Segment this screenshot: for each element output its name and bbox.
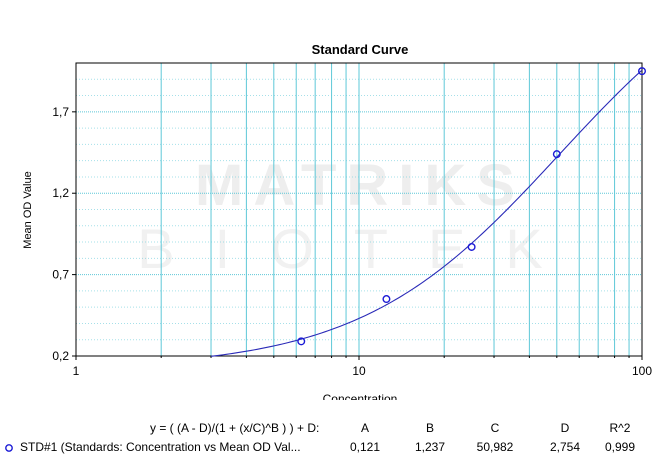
legend-row[interactable]: STD#1 (Standards: Concentration vs Mean …: [0, 440, 670, 456]
y-axis-label: Mean OD Value: [22, 171, 34, 248]
watermark: MATRIKS BIOTEK: [137, 153, 582, 280]
data-point: [382, 295, 391, 304]
legend-value-b: 1,237: [414, 440, 446, 454]
data-point: [552, 150, 561, 159]
axes: 1 10 100 0,2 0,7 1,2 1,7: [52, 105, 652, 378]
legend-header-r2: R^2: [609, 421, 631, 435]
fit-curve: [210, 69, 643, 357]
legend-header-b: B: [425, 421, 434, 435]
legend-header: y = ( (A - D)/(1 + (x/C)^B ) ) + D: A B …: [0, 421, 670, 437]
legend-series-label: STD#1 (Standards: Concentration vs Mean …: [20, 440, 301, 454]
data-points-layer: [297, 67, 647, 346]
fit-curve-layer: [210, 69, 643, 357]
watermark-line1: MATRIKS: [195, 153, 525, 218]
legend-marker-icon: [5, 444, 13, 452]
x-axis-label: Concentration: [323, 392, 398, 400]
legend-value-a: 0,121: [349, 440, 381, 454]
legend-value-d: 2,754: [549, 440, 581, 454]
y-tick-label: 1,7: [52, 105, 69, 119]
legend-equation: y = ( (A - D)/(1 + (x/C)^B ) ) + D:: [150, 421, 320, 435]
chart-title: Standard Curve: [312, 42, 409, 57]
x-tick-label: 1: [73, 364, 80, 378]
y-tick-label: 1,2: [52, 186, 69, 200]
data-point: [467, 242, 476, 251]
x-tick-label: 100: [632, 364, 652, 378]
watermark-line2: BIOTEK: [137, 217, 582, 280]
standard-curve-chart: MATRIKS BIOTEK 1 10 100 0,2 0,7 1,2 1,7 Standa…: [22, 42, 652, 400]
grid: [76, 63, 642, 356]
legend-header-d: D: [560, 421, 570, 435]
legend-value-c: 50,982: [476, 440, 514, 454]
legend-value-r2: 0,999: [604, 440, 636, 454]
legend-header-a: A: [360, 421, 369, 435]
y-tick-label: 0,2: [52, 349, 69, 363]
data-point: [638, 67, 647, 76]
y-tick-label: 0,7: [52, 268, 69, 282]
legend-header-c: C: [490, 421, 500, 435]
x-tick-label: 10: [352, 364, 366, 378]
data-point: [297, 337, 306, 346]
